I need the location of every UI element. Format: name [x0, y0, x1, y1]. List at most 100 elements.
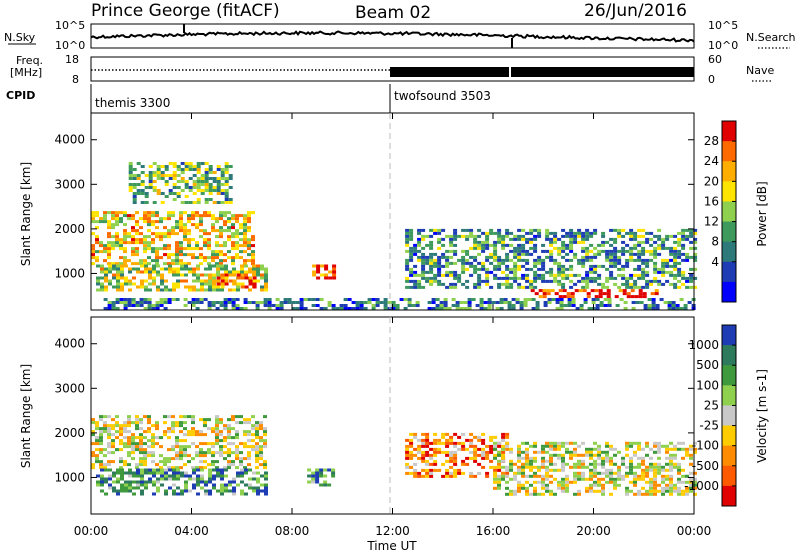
echo-cell	[595, 298, 600, 301]
echo-cell	[569, 249, 574, 253]
echo-cell	[187, 301, 192, 304]
echo-cell	[96, 276, 100, 280]
echo-cell	[116, 471, 120, 475]
echo-cell	[247, 226, 251, 230]
echo-cell	[497, 465, 502, 469]
echo-cell	[231, 226, 235, 230]
echo-cell	[99, 430, 103, 434]
echo-cell	[171, 232, 175, 236]
echo-cell	[633, 441, 637, 445]
echo-cell	[319, 483, 324, 487]
echo-cell	[461, 447, 466, 451]
echo-cell	[525, 267, 530, 271]
echo-cell	[227, 433, 231, 437]
echo-cell	[587, 307, 592, 310]
echo-cell	[248, 279, 253, 283]
echo-cell	[677, 462, 681, 466]
echo-cell	[681, 246, 686, 250]
echo-cell	[215, 229, 219, 233]
echo-cell	[128, 480, 132, 484]
echo-cell	[565, 246, 570, 250]
echo-cell	[207, 301, 212, 304]
echo-cell	[104, 492, 108, 496]
echo-cell	[479, 304, 484, 307]
echo-cell	[155, 463, 159, 467]
echo-cell	[585, 486, 589, 490]
echo-cell	[219, 226, 223, 230]
echo-cell	[505, 480, 509, 484]
echo-cell	[224, 168, 229, 171]
echo-cell	[589, 264, 594, 268]
echo-cell	[677, 240, 682, 244]
echo-cell	[163, 232, 167, 236]
echo-cell	[208, 189, 213, 192]
echo-cell	[461, 258, 466, 262]
echo-cell	[565, 489, 569, 493]
echo-cell	[473, 435, 478, 439]
echo-cell	[184, 285, 188, 289]
echo-cell	[208, 177, 213, 180]
echo-cell	[493, 477, 497, 481]
echo-cell	[505, 252, 510, 256]
echo-cell	[541, 465, 545, 469]
echo-cell	[303, 298, 308, 301]
echo-cell	[211, 259, 215, 263]
echo-cell	[421, 450, 426, 454]
echo-cell	[216, 285, 220, 289]
echo-cell	[654, 289, 659, 293]
echo-cell	[135, 220, 139, 224]
echo-cell	[569, 279, 574, 283]
echo-cell	[538, 289, 543, 293]
echo-cell	[619, 298, 624, 301]
echo-cell	[509, 465, 513, 469]
echo-cell	[597, 447, 601, 451]
echo-cell	[119, 247, 123, 251]
echo-cell	[179, 220, 183, 224]
echo-cell	[517, 447, 521, 451]
echo-cell	[609, 447, 613, 451]
echo-cell	[673, 462, 677, 466]
echo-cell	[681, 447, 685, 451]
echo-cell	[597, 480, 601, 484]
echo-cell	[421, 270, 426, 274]
echo-cell	[119, 220, 123, 224]
echo-cell	[549, 444, 553, 448]
echo-cell	[208, 183, 213, 186]
echo-cell	[140, 285, 144, 289]
echo-cell	[673, 453, 677, 457]
echo-cell	[263, 298, 268, 301]
echo-cell	[172, 282, 176, 286]
echo-cell	[196, 201, 201, 204]
echo-cell	[199, 451, 203, 455]
echo-cell	[215, 415, 219, 419]
echo-cell	[689, 477, 693, 481]
echo-cell	[595, 304, 600, 307]
echo-cell	[473, 243, 478, 247]
echo-cell	[240, 489, 244, 493]
echo-cell	[493, 249, 498, 253]
echo-cell	[151, 451, 155, 455]
echo-cell	[661, 237, 666, 241]
echo-cell	[172, 474, 176, 478]
echo-cell	[661, 468, 665, 472]
echo-cell	[433, 279, 438, 283]
echo-cell	[371, 298, 376, 301]
echo-cell	[324, 273, 329, 277]
echo-cell	[316, 276, 321, 280]
echo-cell	[586, 292, 591, 296]
echo-cell	[475, 304, 480, 307]
echo-cell	[449, 456, 454, 460]
echo-cell	[517, 237, 522, 241]
echo-cell	[132, 177, 137, 180]
echo-cell	[545, 468, 549, 472]
echo-cell	[605, 480, 609, 484]
echo-cell	[571, 298, 576, 301]
echo-cell	[136, 177, 141, 180]
echo-cell	[437, 231, 442, 235]
echo-cell	[127, 217, 131, 221]
echo-cell	[617, 228, 622, 232]
colorbar-tick-label: 100	[696, 378, 719, 392]
echo-cell	[131, 214, 135, 218]
echo-cell	[501, 237, 506, 241]
